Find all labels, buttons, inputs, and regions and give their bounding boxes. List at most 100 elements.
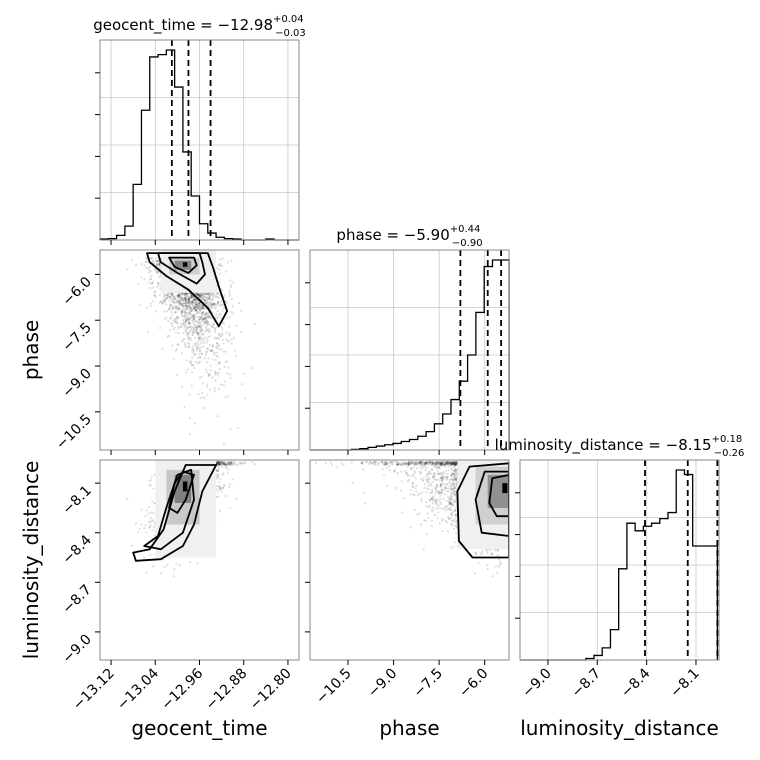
- scatter-point: [214, 372, 217, 375]
- scatter-point: [189, 311, 192, 314]
- scatter-point: [157, 259, 160, 262]
- scatter-point: [226, 463, 229, 466]
- scatter-point: [205, 311, 208, 314]
- scatter-point: [202, 311, 205, 314]
- scatter-point: [220, 335, 223, 338]
- scatter-point: [205, 329, 209, 332]
- scatter-point: [173, 295, 176, 298]
- scatter-point: [200, 294, 203, 297]
- hist-phase-histogram: [310, 259, 510, 451]
- scatter-point: [178, 564, 181, 567]
- scatter-point: [225, 463, 228, 466]
- scatter-point: [185, 305, 188, 308]
- scatter-point: [219, 316, 222, 319]
- scatter-point: [143, 278, 146, 281]
- scatter-point: [213, 389, 216, 392]
- scatter-point: [201, 307, 204, 310]
- scatter-point: [149, 277, 152, 280]
- scatter-point: [188, 302, 191, 305]
- scatter-point: [187, 301, 190, 304]
- scatter-point: [182, 302, 186, 305]
- scatter-point: [185, 328, 188, 331]
- scatter-point: [175, 562, 178, 565]
- scatter-point: [200, 329, 203, 332]
- scatter-point: [240, 461, 243, 464]
- scatter-point: [213, 307, 217, 310]
- scatter-point: [134, 522, 138, 525]
- scatter-point: [216, 462, 219, 465]
- scatter-point: [218, 463, 221, 466]
- scatter-point: [140, 276, 143, 279]
- scatter-point: [137, 282, 140, 285]
- scatter-point: [196, 300, 199, 303]
- scatter-point: [156, 263, 159, 266]
- scatter-point: [216, 342, 219, 345]
- scatter-point: [226, 462, 229, 465]
- scatter-point: [220, 348, 223, 351]
- scatter-point: [209, 388, 212, 391]
- scatter-point: [197, 321, 200, 324]
- scatter-point: [143, 264, 146, 267]
- scatter-point: [170, 292, 173, 295]
- scatter-point: [196, 310, 199, 313]
- scatter-point: [176, 294, 180, 297]
- scatter-point: [239, 462, 243, 465]
- scatter-point: [202, 336, 205, 339]
- scatter-point: [190, 302, 193, 305]
- scatter-point: [202, 318, 205, 321]
- density-peak: [182, 262, 188, 267]
- scatter-point: [187, 325, 191, 328]
- scatter-point: [230, 283, 233, 286]
- scatter-point: [163, 300, 167, 303]
- scatter-point: [189, 306, 192, 309]
- scatter-point: [210, 349, 213, 352]
- scatter-point: [199, 349, 202, 352]
- scatter-point: [180, 297, 184, 300]
- scatter-point: [208, 293, 211, 296]
- scatter-point: [201, 304, 204, 307]
- scatter-point: [208, 295, 211, 299]
- scatter-point: [204, 316, 208, 319]
- scatter-point: [225, 494, 228, 498]
- scatter-point: [208, 343, 212, 346]
- scatter-point: [149, 520, 152, 523]
- scatter-point: [197, 352, 200, 355]
- scatter-point: [168, 304, 172, 307]
- scatter-point: [214, 358, 217, 362]
- scatter-point: [179, 300, 182, 303]
- scatter-point: [196, 292, 199, 295]
- scatter-point: [226, 461, 229, 464]
- scatter-point: [235, 497, 238, 500]
- scatter-point: [195, 346, 199, 349]
- scatter-point: [216, 315, 219, 319]
- scatter-point: [224, 396, 227, 399]
- hist-geocent_time-quantiles: [170, 40, 212, 240]
- scatter-point: [217, 296, 220, 299]
- scatter-point: [184, 319, 187, 322]
- scatter-point: [195, 329, 198, 332]
- scatter-point: [208, 292, 211, 295]
- scatter-point: [228, 325, 231, 328]
- scatter-point: [165, 316, 168, 319]
- scatter-point: [201, 324, 204, 327]
- scatter-point: [187, 346, 190, 349]
- scatter-point: [177, 298, 180, 301]
- scatter-point: [215, 337, 218, 340]
- scatter-point: [228, 463, 231, 466]
- scatter-point: [192, 314, 195, 318]
- scatter-point: [220, 303, 223, 307]
- scatter-point: [206, 293, 209, 296]
- scatter-point: [208, 293, 211, 296]
- scatter-point: [184, 371, 187, 374]
- scatter-point: [197, 334, 200, 337]
- scatter-point: [185, 319, 188, 322]
- scatter-point: [166, 293, 169, 296]
- scatter-point: [161, 347, 164, 350]
- scatter-point: [216, 469, 219, 472]
- scatter-point: [204, 292, 207, 295]
- scatter-point: [149, 484, 152, 487]
- scatter-point: [193, 331, 197, 334]
- scatter-point: [157, 263, 160, 267]
- scatter-point: [192, 323, 195, 326]
- scatter-point: [165, 296, 168, 300]
